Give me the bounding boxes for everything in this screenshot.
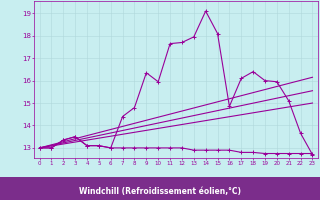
FancyBboxPatch shape [0, 177, 320, 200]
Text: Windchill (Refroidissement éolien,°C): Windchill (Refroidissement éolien,°C) [79, 187, 241, 196]
